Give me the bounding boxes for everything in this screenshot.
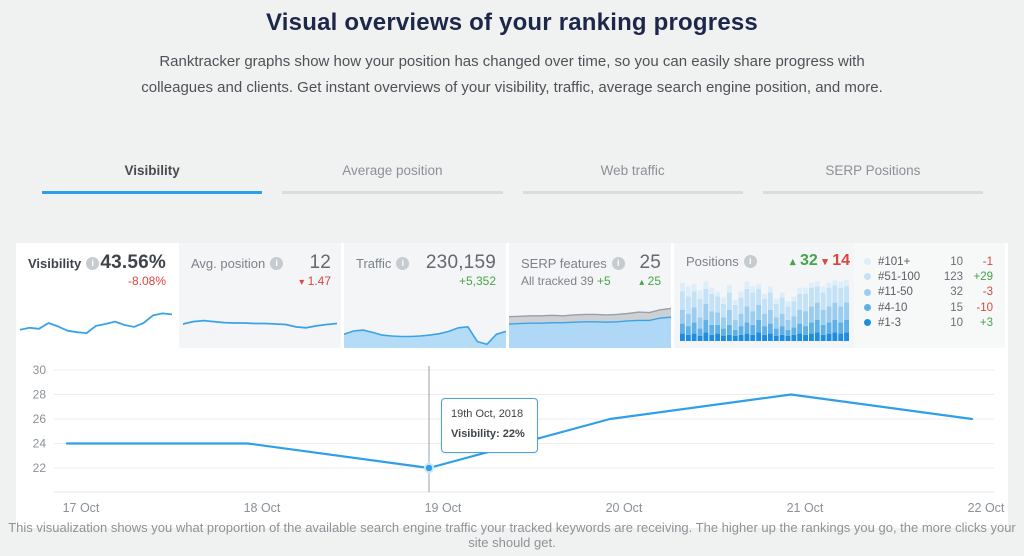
tab-serp-positions[interactable]: SERP Positions bbox=[762, 163, 983, 194]
tooltip-value: Visibility: 22% bbox=[451, 427, 525, 440]
chart-tabs: Visibility Average position Web traffic … bbox=[42, 163, 983, 194]
positions-stacked-bar-chart bbox=[680, 279, 850, 346]
info-icon[interactable]: i bbox=[396, 256, 410, 270]
svg-text:24: 24 bbox=[33, 437, 47, 451]
legend-dot bbox=[864, 288, 871, 296]
chart-tooltip: 19th Oct, 2018 Visibility: 22% bbox=[441, 398, 538, 453]
card-serp-features-value: 25 bbox=[639, 252, 661, 273]
card-visibility-title: Visibility bbox=[28, 255, 82, 271]
card-traffic[interactable]: Traffic i 230,159 +5,352 bbox=[344, 243, 506, 348]
legend-dot bbox=[864, 258, 871, 266]
card-visibility-value: 43.56% bbox=[100, 252, 166, 273]
card-traffic-change: +5,352 bbox=[458, 274, 496, 288]
legend-row-101plus: #101+ 10 -1 bbox=[864, 254, 993, 269]
svg-text:18 Oct: 18 Oct bbox=[244, 501, 281, 515]
legend-row-11-50: #11-50 32 -3 bbox=[864, 285, 993, 300]
svg-text:17 Oct: 17 Oct bbox=[63, 501, 100, 515]
legend-dot bbox=[864, 273, 871, 281]
visibility-panel: Visibility i 43.56% -8.08% Avg. position… bbox=[16, 243, 1008, 528]
svg-text:21 Oct: 21 Oct bbox=[787, 501, 824, 515]
card-serp-features[interactable]: SERP features i 25 All tracked 39 +5 ▴ 2… bbox=[509, 243, 671, 348]
card-avg-position-change: ▾ 1.47 bbox=[299, 274, 331, 288]
legend-row-1-3: #1-3 10 +3 bbox=[864, 315, 993, 330]
visibility-sparkline bbox=[19, 300, 173, 348]
card-positions-updown: ▴ 32 ▾ 14 bbox=[789, 252, 850, 269]
card-serp-change: ▴ 25 bbox=[639, 274, 661, 288]
positions-legend: #101+ 10 -1 #51-100 123 +29 #11-50 32 bbox=[854, 243, 1005, 348]
svg-text:30: 30 bbox=[33, 363, 47, 377]
serp-features-sparkline bbox=[509, 302, 671, 348]
card-visibility[interactable]: Visibility i 43.56% -8.08% bbox=[16, 243, 176, 348]
card-traffic-title: Traffic bbox=[356, 255, 392, 271]
legend-row-51-100: #51-100 123 +29 bbox=[864, 269, 993, 284]
svg-text:22: 22 bbox=[33, 461, 47, 475]
chart-description: This visualization shows you what propor… bbox=[8, 520, 1016, 550]
svg-text:28: 28 bbox=[33, 388, 47, 402]
avg-position-sparkline bbox=[182, 300, 338, 348]
info-icon[interactable]: i bbox=[270, 256, 284, 270]
svg-text:19 Oct: 19 Oct bbox=[425, 501, 462, 515]
info-icon[interactable]: i bbox=[743, 254, 757, 268]
tab-average-position[interactable]: Average position bbox=[282, 163, 503, 194]
card-avg-position-title: Avg. position bbox=[191, 255, 266, 271]
page-title: Visual overviews of your ranking progres… bbox=[266, 9, 758, 36]
visibility-line-chart[interactable]: 30 28 26 24 22 17 Oct 18 Oct 19 Oct 20 Oct 21 Oct… bbox=[16, 352, 1008, 528]
card-avg-position[interactable]: Avg. position i 12 ▾ 1.47 bbox=[179, 243, 341, 348]
svg-text:22 Oct: 22 Oct bbox=[968, 501, 1005, 515]
card-visibility-change: -8.08% bbox=[127, 274, 166, 288]
page-subtitle: Ranktracker graphs show how your positio… bbox=[141, 53, 883, 97]
info-icon[interactable]: i bbox=[86, 256, 100, 270]
card-positions[interactable]: Positions i ▴ 32 ▾ 14 #101+ 10 -1 bbox=[674, 243, 1005, 348]
card-serp-features-title: SERP features bbox=[521, 255, 607, 271]
card-traffic-value: 230,159 bbox=[425, 252, 496, 273]
metric-cards-row: Visibility i 43.56% -8.08% Avg. position… bbox=[16, 243, 1008, 348]
tab-visibility[interactable]: Visibility bbox=[42, 163, 263, 194]
card-serp-tracked: All tracked 39 +5 bbox=[521, 274, 611, 288]
traffic-sparkline bbox=[344, 302, 506, 348]
legend-row-4-10: #4-10 15 -10 bbox=[864, 300, 993, 315]
svg-text:20 Oct: 20 Oct bbox=[606, 501, 643, 515]
tab-web-traffic[interactable]: Web traffic bbox=[522, 163, 743, 194]
legend-dot bbox=[864, 319, 871, 327]
card-avg-position-value: 12 bbox=[309, 252, 331, 273]
card-positions-title: Positions bbox=[686, 253, 739, 269]
legend-dot bbox=[864, 304, 871, 312]
info-icon[interactable]: i bbox=[611, 256, 625, 270]
tooltip-date: 19th Oct, 2018 bbox=[451, 408, 524, 420]
svg-text:26: 26 bbox=[33, 412, 47, 426]
